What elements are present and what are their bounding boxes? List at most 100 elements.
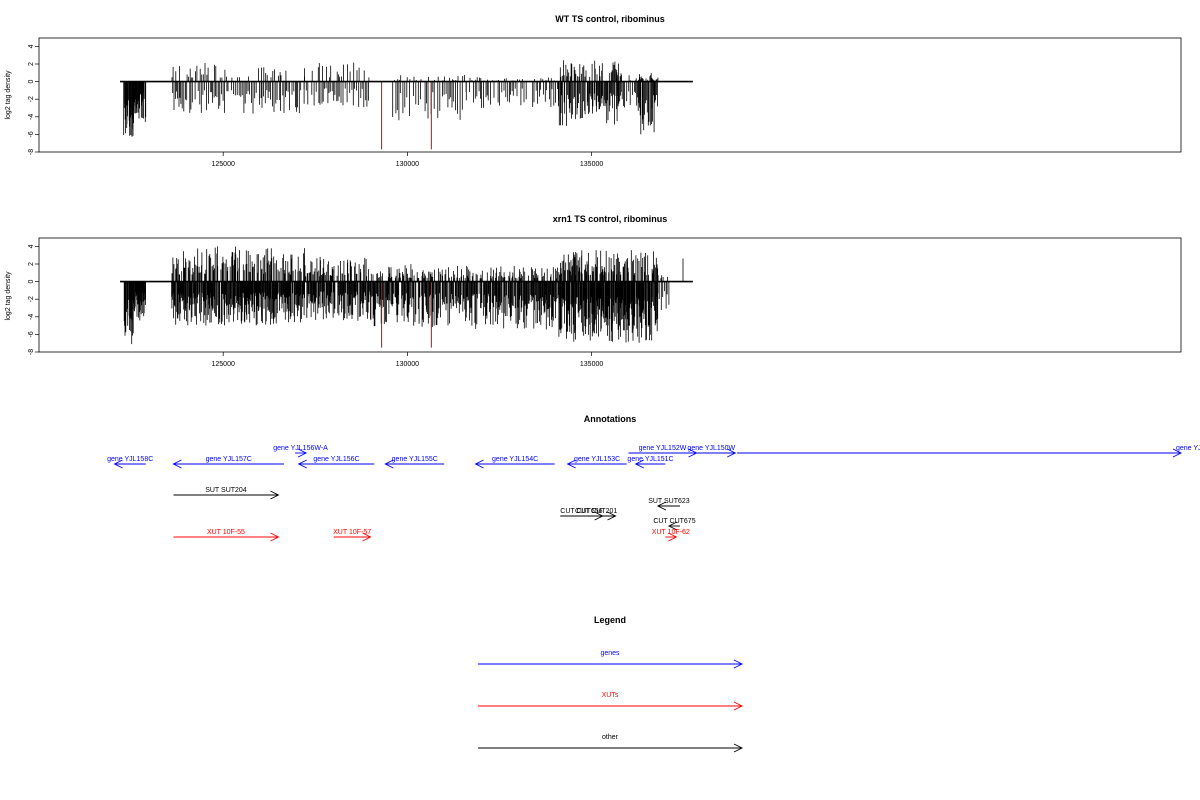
annotation-features: gene YJL158C gene YJL157C gene YJL156W-A ge…	[107, 445, 1200, 542]
annotation-feature: gene YJL157C	[172, 456, 284, 469]
legend-label: genes	[600, 650, 620, 657]
feature-label: CUT CUT675	[653, 518, 695, 525]
panel-wt-title: WT TS control, ribominus	[555, 14, 665, 24]
y-tick-label: 4	[28, 44, 35, 48]
panel-wt: WT TS control, ribominus log2 tag densit…	[5, 14, 1182, 168]
legend-item: other	[478, 734, 744, 753]
arrow-head-icon	[668, 532, 678, 542]
legend-label: other	[602, 734, 619, 741]
annotation-feature: gene YJL158C	[107, 456, 153, 469]
arrow-head-icon	[297, 459, 307, 469]
annotation-feature: XUT 10F-55	[173, 529, 280, 542]
annotations-track: Annotations gene YJL158C gene YJL157Cgene…	[107, 414, 1200, 542]
y-tick-label: 0	[28, 280, 35, 284]
annotation-feature: gene YJL156W-A	[273, 445, 328, 458]
annotation-feature: XUT 10F-62	[652, 529, 690, 542]
feature-label: gene YJL157C	[206, 456, 252, 463]
legend: Legend genes XUTs other	[478, 615, 744, 753]
arrow-head-icon	[384, 459, 394, 469]
annotation-feature: gene YJL153C	[566, 456, 627, 469]
arrow-head-icon	[733, 659, 744, 669]
feature-label: CUT CUT656	[560, 508, 602, 515]
feature-label: gene YJL155C	[392, 456, 438, 463]
feature-label: SUT SUT623	[648, 498, 690, 505]
feature-label: gene YJL156W-A	[273, 445, 328, 452]
panel-wt-axes: 4 2 0 -2 -4 -6 -8 125000 130000 135000	[28, 44, 604, 168]
feature-label: SUT SUT204	[205, 487, 247, 494]
feature-label: gene YJL152W	[639, 445, 687, 452]
x-tick-label: 130000	[396, 161, 419, 168]
annotation-feature: CUT CUT675	[653, 518, 696, 531]
annotation-feature: XUT 10F-57	[333, 529, 372, 542]
annotation-feature: CUT CUT201	[575, 508, 617, 521]
y-tick-label: 4	[28, 244, 35, 248]
legend-item: genes	[478, 650, 744, 669]
x-tick-label: 125000	[212, 361, 235, 368]
x-tick-label: 130000	[396, 361, 419, 368]
feature-label: gene YJL158C	[107, 456, 153, 463]
panel-xrn1: xrn1 TS control, ribominus log2 tag dens…	[5, 214, 1182, 368]
panel-xrn1-ylabel: log2 tag density	[5, 271, 12, 321]
panel-xrn1-frame	[38, 237, 1182, 353]
panel-xrn1-title: xrn1 TS control, ribominus	[553, 214, 668, 224]
arrow-head-icon	[270, 490, 280, 500]
y-tick-label: -2	[28, 96, 35, 102]
arrow-head-icon	[607, 511, 617, 521]
feature-label: gene YJL153C	[574, 456, 620, 463]
arrow-head-icon	[1172, 448, 1183, 458]
arrow-head-icon	[297, 448, 308, 458]
annotation-feature: gene YJL154C	[474, 456, 555, 469]
y-tick-label: -8	[28, 349, 35, 355]
annotation-feature: SUT SUT204	[173, 487, 280, 500]
arrow-head-icon	[656, 501, 667, 511]
feature-label: gene YJL156C	[313, 456, 359, 463]
feature-label: XUT 10F-62	[652, 529, 690, 536]
y-tick-label: -8	[28, 149, 35, 155]
arrow-head-icon	[474, 459, 484, 469]
annotation-feature: gene YJL156C	[297, 456, 375, 469]
annotation-feature: SUT SUT623	[648, 498, 690, 511]
y-tick-label: -6	[28, 331, 35, 337]
arrow-head-icon	[634, 459, 644, 469]
panel-wt-bars	[120, 60, 693, 150]
annotation-feature: gene YJL150W	[687, 445, 737, 458]
y-tick-label: 2	[28, 62, 35, 66]
legend-item: XUTs	[478, 692, 744, 711]
annotation-feature: gene YJL149W	[737, 445, 1200, 458]
y-tick-label: 0	[28, 80, 35, 84]
panel-xrn1-bars	[120, 246, 693, 348]
arrow-head-icon	[172, 459, 182, 469]
legend-items: genes XUTs other	[478, 650, 744, 753]
feature-label: gene YJL149W	[1176, 445, 1200, 452]
feature-label: CUT CUT201	[575, 508, 617, 515]
annotation-feature: gene YJL151C	[627, 456, 674, 469]
arrow-head-icon	[566, 459, 576, 469]
arrow-head-icon	[733, 743, 744, 753]
y-tick-label: -6	[28, 131, 35, 137]
arrow-head-icon	[733, 701, 744, 711]
arrow-head-icon	[270, 532, 280, 542]
arrow-head-icon	[727, 448, 737, 458]
legend-title: Legend	[594, 615, 626, 625]
y-tick-label: -4	[28, 314, 35, 320]
panel-xrn1-axes: 4 2 0 -2 -4 -6 -8 125000 130000 135000	[28, 244, 604, 368]
y-tick-label: -2	[28, 296, 35, 302]
legend-label: XUTs	[602, 692, 619, 699]
x-tick-label: 135000	[580, 361, 603, 368]
panel-wt-frame	[38, 37, 1182, 153]
arrow-head-icon	[362, 532, 372, 542]
feature-label: gene YJL151C	[627, 456, 673, 463]
feature-label: gene YJL154C	[492, 456, 538, 463]
x-tick-label: 135000	[580, 161, 603, 168]
annotation-feature: gene YJL155C	[384, 456, 445, 469]
feature-label: gene YJL150W	[687, 445, 735, 452]
feature-label: XUT 10F-57	[333, 529, 371, 536]
y-tick-label: -4	[28, 114, 35, 120]
y-tick-label: 2	[28, 262, 35, 266]
annotations-title: Annotations	[584, 414, 637, 424]
arrow-head-icon	[113, 459, 123, 469]
x-tick-label: 125000	[212, 161, 235, 168]
feature-label: XUT 10F-55	[207, 529, 245, 536]
panel-wt-ylabel: log2 tag density	[5, 70, 12, 120]
